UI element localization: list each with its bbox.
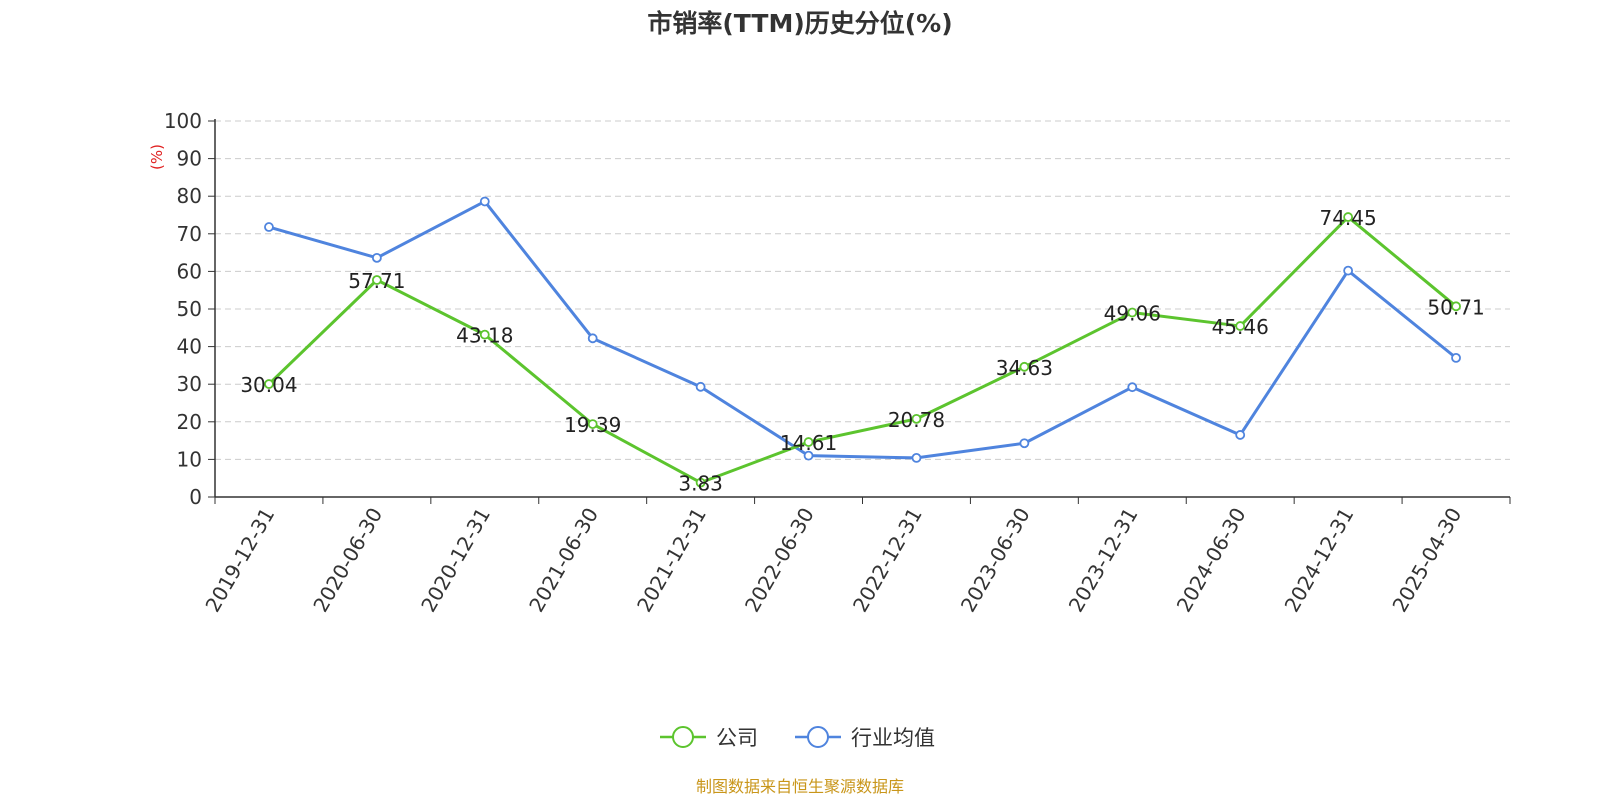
data-label: 14.61: [780, 431, 837, 455]
legend[interactable]: 公司 行业均值: [660, 726, 935, 750]
data-point[interactable]: [911, 452, 922, 463]
data-label: 20.78: [888, 408, 945, 432]
y-tick-label: 60: [177, 259, 202, 283]
x-tick-label: 2025-04-30: [1387, 504, 1466, 617]
data-point[interactable]: [695, 381, 706, 392]
data-point[interactable]: [479, 329, 490, 340]
data-label: 43.18: [456, 324, 513, 348]
y-tick-label: 100: [164, 109, 202, 133]
data-label: 45.46: [1212, 315, 1269, 339]
y-tick-label: 40: [177, 335, 202, 359]
y-axis: 0 10 20 30 40 50 60 70 80 90 100: [164, 109, 216, 509]
y-tick-label: 30: [177, 372, 202, 396]
data-label: 50.71: [1427, 295, 1484, 319]
data-label: 19.39: [564, 413, 621, 437]
x-tick-label: 2021-06-30: [524, 504, 603, 617]
data-point[interactable]: [695, 477, 706, 488]
y-tick-label: 20: [177, 410, 202, 434]
data-point[interactable]: [1019, 361, 1030, 372]
data-point[interactable]: [1343, 265, 1354, 276]
legend-marker-icon: [672, 726, 694, 748]
data-point[interactable]: [803, 437, 814, 447]
data-point[interactable]: [911, 413, 922, 424]
data-point[interactable]: [1127, 382, 1138, 393]
y-tick-label: 70: [177, 222, 202, 246]
data-point[interactable]: [371, 275, 382, 285]
source-note: 制图数据来自恒生聚源数据库: [696, 777, 904, 796]
x-tick-label: 2023-12-31: [1064, 504, 1143, 617]
x-tick-label: 2020-12-31: [416, 503, 495, 616]
data-label: 34.63: [996, 356, 1053, 380]
x-tick-label: 2019-12-31: [200, 504, 279, 617]
legend-marker-icon: [807, 726, 829, 748]
y-tick-label: 50: [177, 297, 202, 321]
x-tick-label: 2022-12-31: [848, 503, 927, 616]
data-point[interactable]: [1451, 352, 1461, 363]
x-tick-label: 2023-06-30: [956, 504, 1035, 617]
y-tick-label: 90: [177, 147, 202, 171]
data-point[interactable]: [264, 379, 274, 389]
data-label: 74.45: [1319, 206, 1376, 230]
data-point[interactable]: [479, 196, 490, 207]
x-tick-label: 2020-06-30: [308, 504, 387, 617]
data-labels: 30.04 57.71 43.18 19.39 3.83 14.61 20.78 34.63 4…: [240, 206, 1484, 496]
y-axis-unit-label: (%): [148, 144, 166, 170]
data-label: 30.04: [240, 373, 297, 397]
y-tick-label: 80: [177, 184, 202, 208]
legend-label: 公司: [716, 726, 758, 750]
series-layer: [264, 196, 1461, 488]
series-line-行业均值: [268, 199, 1457, 460]
x-tick-label: 2021-12-31: [632, 504, 711, 617]
data-point[interactable]: [1235, 321, 1246, 331]
data-point[interactable]: [1127, 307, 1138, 318]
data-point[interactable]: [264, 222, 274, 232]
chart-title: 市销率(TTM)历史分位(%): [647, 9, 952, 38]
data-point[interactable]: [803, 450, 814, 461]
data-point[interactable]: [1343, 212, 1354, 222]
x-tick-label: 2022-06-30: [740, 504, 819, 617]
y-tick-label: 10: [177, 447, 202, 471]
data-point[interactable]: [1019, 438, 1030, 449]
data-label: 57.71: [348, 269, 405, 293]
data-label: 49.06: [1104, 302, 1161, 326]
legend-item-公司[interactable]: 公司: [660, 726, 758, 750]
legend-item-行业均值[interactable]: 行业均值: [795, 726, 935, 750]
x-axis: 2019-12-31 2020-06-30 2020-12-31 2021-06-30…: [200, 496, 1511, 617]
data-point[interactable]: [587, 419, 598, 429]
data-point[interactable]: [371, 252, 382, 263]
x-tick-label: 2024-06-30: [1172, 504, 1251, 617]
grid-lines: [215, 120, 1510, 460]
data-point[interactable]: [1451, 301, 1461, 312]
series-line-公司: [267, 215, 1457, 485]
data-label: 3.83: [678, 472, 723, 496]
x-tick-label: 2024-12-31: [1280, 504, 1359, 617]
data-point[interactable]: [1235, 430, 1246, 440]
legend-label: 行业均值: [851, 726, 935, 750]
data-point[interactable]: [587, 333, 598, 344]
y-tick-label: 0: [189, 485, 202, 509]
